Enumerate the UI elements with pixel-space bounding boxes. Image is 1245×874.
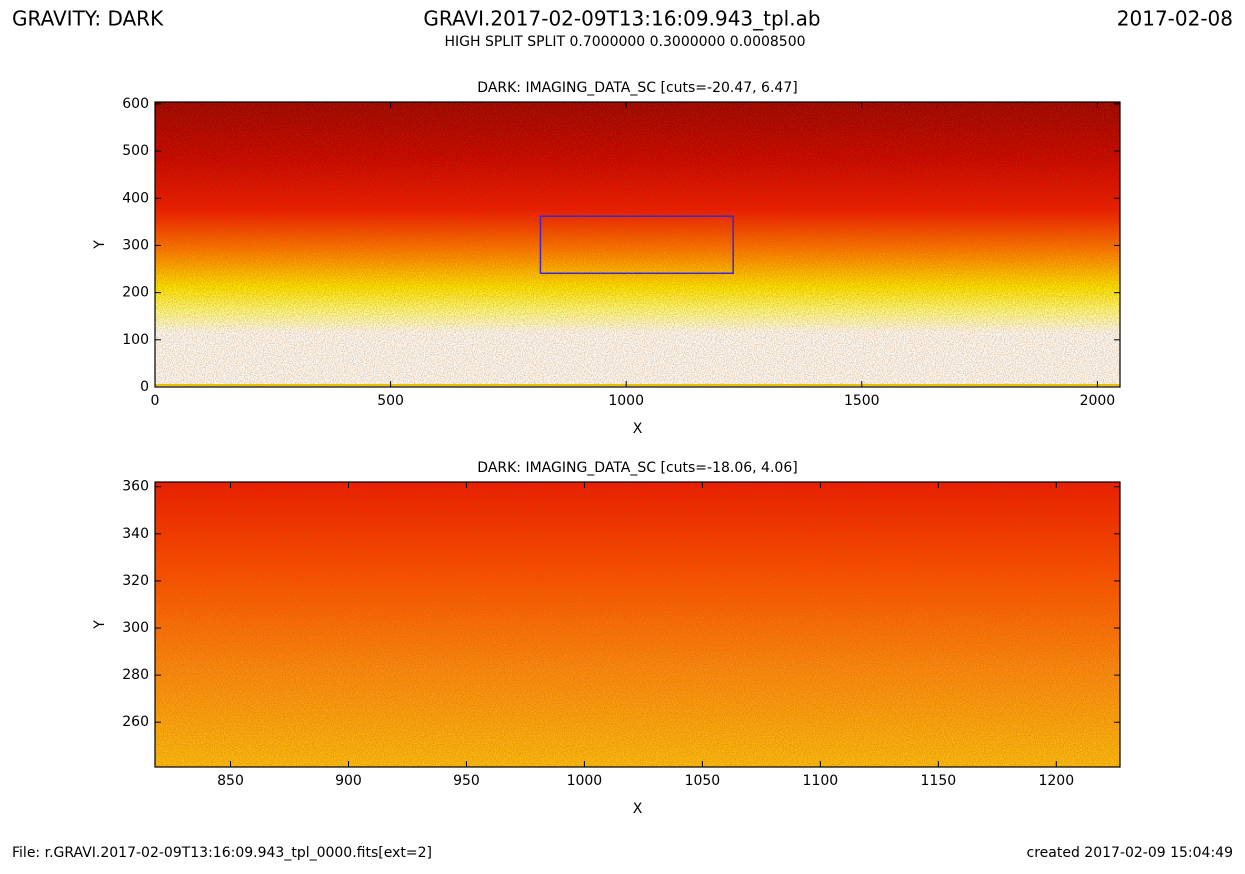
x-tick-label: 900 — [335, 773, 362, 789]
x-tick-label: 850 — [217, 773, 244, 789]
x-tick-label: 1100 — [803, 773, 839, 789]
plot-frame — [154, 481, 1121, 768]
x-tick-label: 0 — [151, 393, 160, 409]
x-tick-label: 1050 — [685, 773, 721, 789]
y-tick-label: 340 — [122, 526, 149, 542]
image-baseline — [155, 384, 1120, 386]
x-axis-label: X — [633, 421, 643, 437]
y-tick-label: 280 — [122, 667, 149, 683]
footer-left: File: r.GRAVI.2017-02-09T13:16:09.943_tp… — [12, 845, 432, 861]
zoom-box — [539, 215, 734, 275]
y-tick-label: 500 — [122, 143, 149, 159]
x-tick-label: 500 — [377, 393, 404, 409]
header-left: GRAVITY: DARK — [12, 7, 164, 31]
y-tick-label: 300 — [122, 620, 149, 636]
y-tick-label: 360 — [122, 479, 149, 495]
footer-right: created 2017-02-09 15:04:49 — [1027, 845, 1233, 861]
y-tick-label: 600 — [122, 96, 149, 112]
header-title: GRAVI.2017-02-09T13:16:09.943_tpl.ab — [423, 7, 820, 31]
y-tick-label: 260 — [122, 714, 149, 730]
image-noise — [155, 482, 1120, 767]
x-tick-label: 1000 — [608, 393, 644, 409]
y-tick-label: 320 — [122, 573, 149, 589]
x-tick-label: 950 — [453, 773, 480, 789]
header-right: 2017-02-08 — [1117, 7, 1233, 31]
x-tick-label: 1500 — [844, 393, 880, 409]
y-tick-label: 400 — [122, 190, 149, 206]
y-axis-label: Y — [92, 620, 108, 630]
x-tick-label: 1200 — [1038, 773, 1074, 789]
image-noise — [155, 102, 1120, 387]
y-tick-label: 0 — [140, 379, 149, 395]
x-tick-label: 1000 — [567, 773, 603, 789]
plot-title: DARK: IMAGING_DATA_SC [cuts=-20.47, 6.47… — [477, 80, 797, 96]
plot-title: DARK: IMAGING_DATA_SC [cuts=-18.06, 4.06… — [477, 460, 797, 476]
y-tick-label: 300 — [122, 237, 149, 253]
x-axis-label: X — [633, 801, 643, 817]
y-tick-label: 200 — [122, 285, 149, 301]
x-tick-label: 1150 — [921, 773, 957, 789]
header-subtitle: HIGH SPLIT SPLIT 0.7000000 0.3000000 0.0… — [444, 34, 805, 50]
x-tick-label: 2000 — [1080, 393, 1116, 409]
plot-frame — [154, 101, 1121, 388]
y-tick-label: 100 — [122, 332, 149, 348]
y-axis-label: Y — [92, 240, 108, 250]
